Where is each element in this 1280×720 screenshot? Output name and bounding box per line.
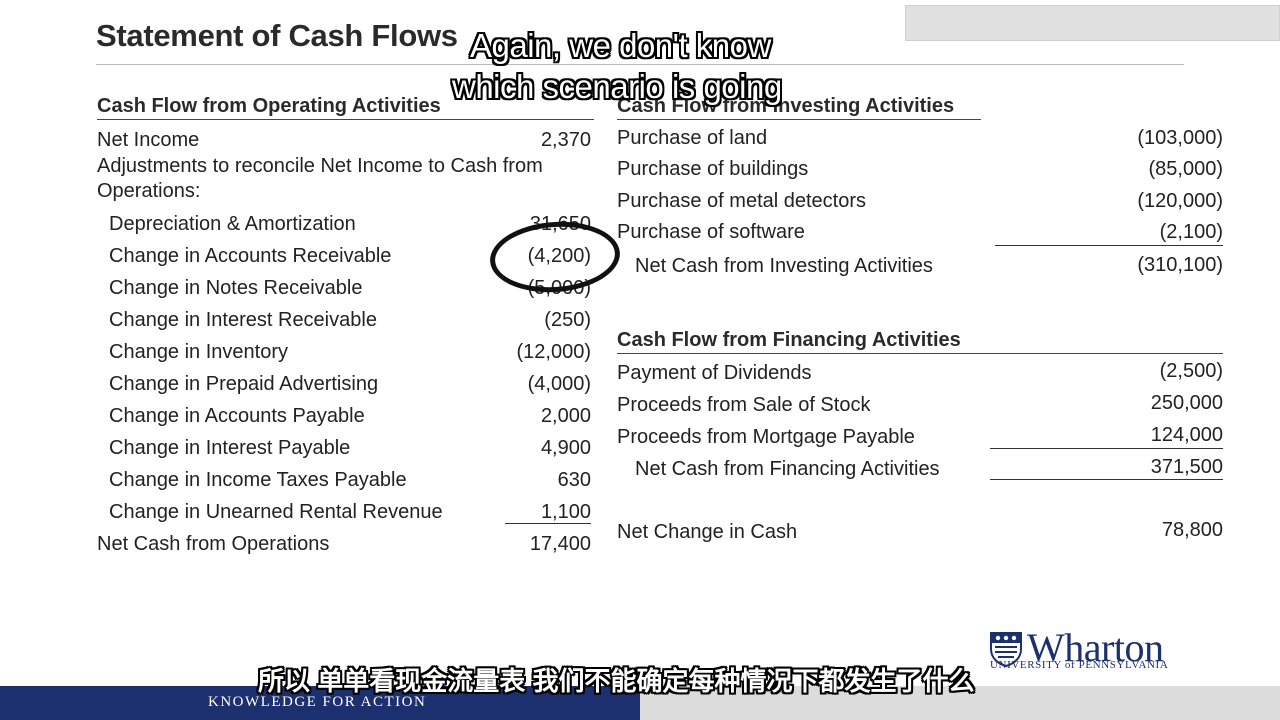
fin-item-value: 124,000 — [1150, 424, 1223, 446]
op-item-label: Change in Interest Payable — [109, 437, 351, 459]
inv-item-label: Purchase of software — [617, 221, 805, 243]
inv-item-value: (85,000) — [1148, 158, 1224, 180]
op-item-label: Change in Accounts Receivable — [109, 245, 392, 267]
inv-item-value: (120,000) — [1137, 190, 1223, 212]
wharton-wordmark: Wharton — [1027, 625, 1164, 670]
inv-item-label: Purchase of metal detectors — [617, 190, 867, 212]
wharton-subline: UNIVERSITY of PENNSYLVANIA — [990, 659, 1169, 671]
op-item-label: Change in Accounts Payable — [109, 405, 365, 427]
op-item-label: Change in Unearned Rental Revenue — [109, 501, 443, 523]
op-item-value: 1,100 — [540, 501, 591, 523]
net-cash-financing-label: Net Cash from Financing Activities — [635, 458, 940, 480]
op-item-value: 2,000 — [540, 405, 591, 427]
op-item-label: Change in Inventory — [109, 341, 289, 363]
investing-heading-rule — [617, 119, 981, 120]
footer-tagline-bar — [0, 686, 640, 720]
slide-title: Statement of Cash Flows — [96, 18, 458, 53]
wharton-shield-icon — [990, 632, 1022, 667]
net-change-value: 78,800 — [1161, 519, 1223, 541]
inv-item-label: Purchase of buildings — [617, 158, 809, 180]
op-item-value: (4,200) — [527, 245, 591, 267]
footer-tagline: KNOWLEDGE FOR ACTION — [208, 694, 427, 710]
fin-item-label: Payment of Dividends — [617, 362, 812, 384]
op-item-value: (4,000) — [527, 373, 591, 395]
operating-heading: Cash Flow from Operating Activities — [97, 95, 441, 117]
fin-item-value: 250,000 — [1150, 392, 1223, 414]
net-cash-financing-value: 371,500 — [1150, 456, 1223, 478]
operating-heading-rule — [97, 119, 594, 120]
financing-heading: Cash Flow from Financing Activities — [617, 329, 961, 351]
op-item-label: Change in Income Taxes Payable — [109, 469, 407, 491]
subtitle-english-line2: which scenario is going — [452, 68, 782, 105]
op-item-label: Depreciation & Amortization — [109, 213, 356, 235]
inv-item-value: (103,000) — [1137, 127, 1223, 149]
adjustments-label-line1: Adjustments to reconcile Net Income to C… — [97, 155, 543, 177]
fin-item-value: (2,500) — [1159, 360, 1223, 382]
investing-subtotal-rule — [995, 245, 1223, 246]
net-cash-operations-value: 17,400 — [529, 533, 591, 555]
fin-item-label: Proceeds from Sale of Stock — [617, 394, 871, 416]
net-change-label: Net Change in Cash — [617, 521, 798, 543]
net-income-value: 2,370 — [540, 129, 591, 151]
fin-item-label: Proceeds from Mortgage Payable — [617, 426, 915, 448]
financing-total-rule — [990, 479, 1223, 480]
inv-item-label: Purchase of land — [617, 127, 768, 149]
op-item-value: 31,650 — [529, 213, 591, 235]
net-income-label: Net Income — [97, 129, 200, 151]
net-cash-investing-value: (310,100) — [1137, 254, 1223, 276]
op-item-value: (250) — [544, 309, 591, 331]
op-item-label: Change in Notes Receivable — [109, 277, 363, 299]
net-cash-investing-label: Net Cash from Investing Activities — [635, 255, 933, 277]
subtitle-chinese: 所以 单单看现金流量表 我们不能确定每种情况下都发生了什么 — [258, 666, 975, 696]
annotation-circle — [487, 217, 623, 297]
op-item-value: 4,900 — [540, 437, 591, 459]
net-cash-operations-label: Net Cash from Operations — [97, 533, 330, 555]
op-item-label: Change in Interest Receivable — [109, 309, 377, 331]
op-item-value: (5,000) — [527, 277, 591, 299]
title-divider — [96, 64, 1184, 65]
subtitle-english-line1: Again, we don't know — [470, 27, 771, 64]
operating-subtotal-rule — [505, 523, 591, 524]
adjustments-label-line2: Operations: — [97, 180, 201, 202]
op-item-value: (12,000) — [516, 341, 592, 363]
op-item-value: 630 — [557, 469, 591, 491]
top-right-panel — [905, 5, 1280, 41]
inv-item-value: (2,100) — [1159, 221, 1223, 243]
investing-heading: Cash Flow from Investing Activities — [617, 95, 955, 117]
op-item-label: Change in Prepaid Advertising — [109, 373, 379, 395]
financing-heading-rule — [617, 353, 1223, 354]
financing-subtotal-rule — [990, 448, 1223, 449]
